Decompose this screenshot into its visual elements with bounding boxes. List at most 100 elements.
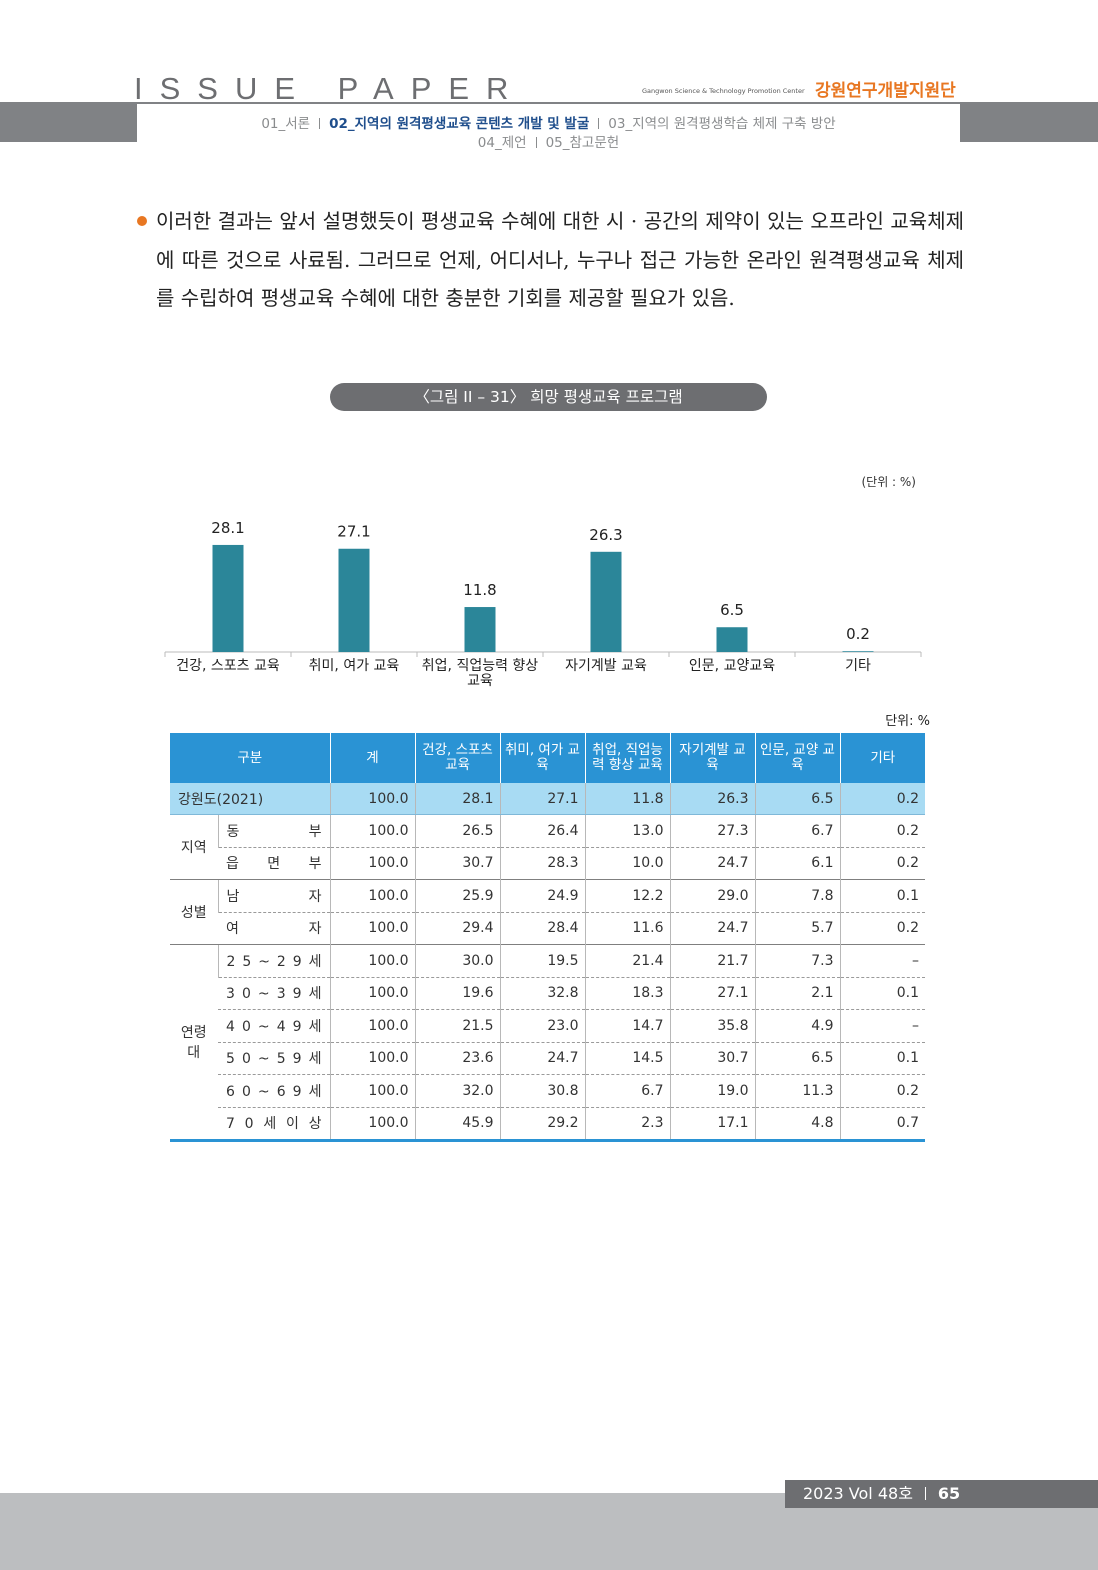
value-label: 11.8 bbox=[463, 581, 496, 599]
table-row: 지역 동 부 100.0 26.5 26.4 13.0 27.3 6.7 0.2 bbox=[170, 814, 925, 880]
nav-item[interactable]: 05_참고문헌 bbox=[545, 135, 620, 151]
separator bbox=[598, 118, 600, 129]
cell: 26.5 bbox=[414, 814, 500, 847]
cell: 30.7 bbox=[414, 846, 500, 880]
table-row: 성별 남 자 100.0 25.9 24.9 12.2 29.0 7.8 0.1 bbox=[170, 879, 925, 945]
cell: 6.7 bbox=[754, 814, 840, 847]
row-label: 여 자 bbox=[218, 911, 330, 945]
cell: 100.0 bbox=[329, 814, 415, 847]
cell: 28.3 bbox=[499, 846, 585, 880]
cell: 19.5 bbox=[499, 944, 585, 977]
group-label: 연령대 bbox=[170, 944, 218, 1142]
row-label: 7 0 세 이 상 bbox=[218, 1106, 330, 1142]
row-label: 5 0 ~ 5 9 세 bbox=[218, 1041, 330, 1075]
cell: 29.4 bbox=[414, 911, 500, 945]
total-row: 강원도(2021) 100.0 28.1 27.1 11.8 26.3 6.5 0.2 bbox=[170, 783, 925, 815]
nav-item[interactable]: 03_지역의 원격평생학습 체제 구축 방안 bbox=[608, 116, 836, 132]
table-row: 4 0 ~ 4 9 세 100.0 21.5 23.0 14.7 35.8 4.9– bbox=[170, 1009, 925, 1042]
cell: 100.0 bbox=[329, 976, 415, 1010]
cell: 100.0 bbox=[329, 1106, 415, 1142]
row-label: 읍 면 부 bbox=[218, 846, 330, 880]
row-label: 4 0 ~ 4 9 세 bbox=[218, 1009, 330, 1042]
bar bbox=[212, 544, 244, 652]
column-header: 계 bbox=[329, 733, 415, 783]
nav-item[interactable]: 02_지역의 원격평생교육 콘텐츠 개발 및 발굴 bbox=[329, 116, 590, 132]
cell: 18.3 bbox=[584, 976, 670, 1010]
group-label: 지역 bbox=[170, 814, 218, 880]
cell: 27.3 bbox=[669, 814, 755, 847]
org-name: 강원연구개발지원단 bbox=[815, 81, 956, 101]
bullet bbox=[137, 216, 147, 226]
cell: 0.1 bbox=[839, 976, 925, 1010]
cell: – bbox=[839, 1009, 925, 1042]
value-label: 6.5 bbox=[720, 601, 744, 619]
paragraph: 이러한 결과는 앞서 설명했듯이 평생교육 수혜에 대한 시 · 공간의 제약이… bbox=[156, 209, 964, 310]
nav-item[interactable]: 01_서론 bbox=[261, 116, 311, 132]
x-tick-label: 기타 bbox=[845, 658, 871, 674]
footer: 2023 Vol 48호 65 bbox=[785, 1480, 1098, 1508]
cell: 26.3 bbox=[669, 783, 755, 815]
cell: 23.6 bbox=[414, 1041, 500, 1075]
column-header: 자기계발 교육 bbox=[669, 733, 755, 783]
cell: 28.1 bbox=[414, 783, 500, 815]
cell: 100.0 bbox=[329, 911, 415, 945]
cell: 100.0 bbox=[329, 783, 415, 815]
header-band bbox=[0, 102, 137, 142]
cell: 27.1 bbox=[499, 783, 585, 815]
row-label: 3 0 ~ 3 9 세 bbox=[218, 976, 330, 1010]
x-tick-label: 자기계발 교육 bbox=[565, 658, 647, 674]
header-row: 구분 계 건강, 스포츠 교육 취미, 여가 교육 취업, 직업능력 향상 교육 자기계발… bbox=[170, 733, 925, 783]
separator bbox=[535, 137, 537, 148]
cell: 25.9 bbox=[414, 879, 500, 912]
column-header: 구분 bbox=[170, 733, 330, 783]
table-row: 6 0 ~ 6 9 세 100.0 32.0 30.8 6.7 19.0 11.3 0.2 bbox=[170, 1074, 925, 1107]
cell: 2.1 bbox=[754, 976, 840, 1010]
nav-item[interactable]: 04_제언 bbox=[477, 135, 527, 151]
cell: 28.4 bbox=[499, 911, 585, 945]
table-row: 5 0 ~ 5 9 세 100.0 23.6 24.7 14.5 30.7 6.5 0.1 bbox=[170, 1041, 925, 1075]
group-label: 성별 bbox=[170, 879, 218, 945]
cell: 100.0 bbox=[329, 1041, 415, 1075]
row-label: 동 부 bbox=[217, 814, 330, 847]
cell: 30.7 bbox=[669, 1041, 755, 1075]
table-row: 연령대 2 5 ~ 2 9 세 100.0 30.0 19.5 21.4 21.7 7.3– bbox=[170, 944, 925, 1142]
value-label: 0.2 bbox=[846, 625, 870, 643]
value-label: 28.1 bbox=[211, 519, 244, 537]
bar bbox=[716, 627, 748, 652]
column-header: 건강, 스포츠 교육 bbox=[414, 733, 500, 783]
cell: 7.8 bbox=[754, 879, 840, 912]
cell: 0.2 bbox=[839, 1074, 925, 1107]
cell: – bbox=[839, 944, 925, 977]
column-header: 취미, 여가 교육 bbox=[499, 733, 585, 783]
cell: 2.3 bbox=[584, 1106, 670, 1142]
cell: 10.0 bbox=[584, 846, 670, 880]
row-label: 6 0 ~ 6 9 세 bbox=[218, 1074, 330, 1107]
cell: 21.4 bbox=[584, 944, 670, 977]
cell: 30.0 bbox=[414, 944, 500, 977]
org-english: Gangwon Science & Technology Promotion C… bbox=[642, 87, 805, 95]
cell: 0.1 bbox=[839, 1041, 925, 1075]
cell: 24.7 bbox=[669, 846, 755, 880]
separator bbox=[319, 118, 321, 129]
row-label: 강원도(2021) bbox=[170, 783, 330, 815]
bar bbox=[338, 548, 370, 652]
cell: 0.7 bbox=[839, 1106, 925, 1142]
cell: 4.9 bbox=[754, 1009, 840, 1042]
x-tick-label: 건강, 스포츠 교육 bbox=[176, 658, 280, 674]
cell: 6.5 bbox=[754, 783, 840, 815]
cell: 19.6 bbox=[414, 976, 500, 1010]
bar bbox=[464, 607, 496, 652]
cell: 24.9 bbox=[499, 879, 585, 912]
row-label: 2 5 ~ 2 9 세 bbox=[217, 944, 330, 977]
value-label: 26.3 bbox=[589, 526, 622, 544]
table-row: 읍 면 부 100.0 30.7 28.3 10.0 24.7 6.1 0.2 bbox=[170, 846, 925, 880]
cell: 14.5 bbox=[584, 1041, 670, 1075]
cell: 100.0 bbox=[329, 879, 415, 912]
x-tick-label: 취업, 직업능력 향상 교육 bbox=[421, 658, 539, 689]
issue: 2023 Vol 48호 bbox=[803, 1484, 913, 1503]
cell: 24.7 bbox=[669, 911, 755, 945]
value-label: 27.1 bbox=[337, 523, 370, 541]
cell: 30.8 bbox=[499, 1074, 585, 1107]
header-rule bbox=[0, 102, 1098, 104]
cell: 24.7 bbox=[499, 1041, 585, 1075]
